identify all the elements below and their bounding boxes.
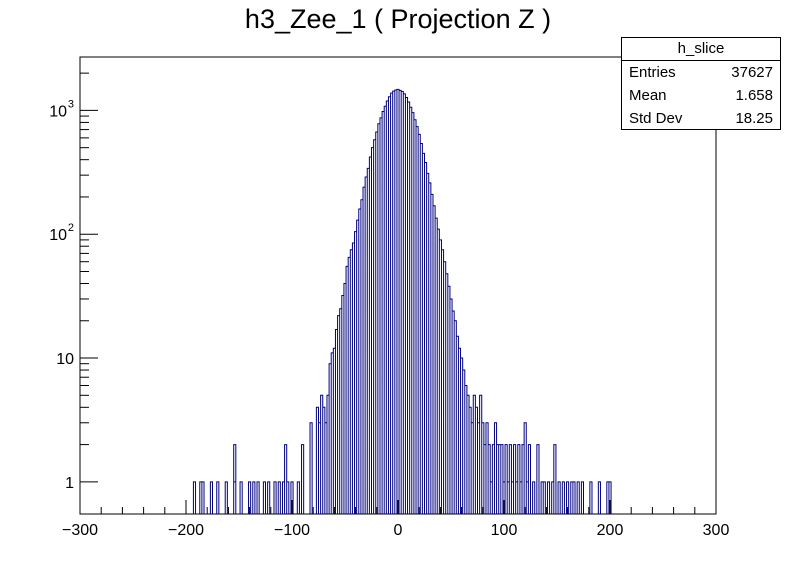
x-tick-label: −200 <box>168 522 204 539</box>
x-tick-label: 300 <box>703 522 730 539</box>
y-tick-exponent: 3 <box>68 98 74 110</box>
x-tick-label: −300 <box>62 522 98 539</box>
stat-label: Std Dev <box>629 110 683 127</box>
stat-box-name: h_slice <box>622 38 780 61</box>
stat-value: 1.658 <box>735 87 773 104</box>
y-tick-label: 10 <box>49 103 67 120</box>
axis-ticks <box>79 72 717 514</box>
y-tick-exponent: 2 <box>68 222 74 234</box>
stat-box: h_slice Entries 37627 Mean 1.658 Std Dev… <box>621 37 781 130</box>
stat-label: Mean <box>629 87 667 104</box>
x-tick-label: 0 <box>394 522 403 539</box>
stat-value: 18.25 <box>735 110 773 127</box>
y-tick-label: 10 <box>56 351 74 368</box>
x-tick-label: 100 <box>491 522 518 539</box>
chart-title: h3_Zee_1 ( Projection Z ) <box>244 4 552 34</box>
stat-row-std-dev: Std Dev 18.25 <box>622 107 780 130</box>
x-tick-label: 200 <box>597 522 624 539</box>
stat-value: 37627 <box>731 64 773 81</box>
y-tick-label: 1 <box>65 475 74 492</box>
y-tick-label: 10 <box>49 227 67 244</box>
stat-label: Entries <box>629 64 676 81</box>
histogram-line <box>192 88 612 514</box>
x-tick-label: −100 <box>274 522 310 539</box>
stat-row-mean: Mean 1.658 <box>622 84 780 107</box>
stat-row-entries: Entries 37627 <box>622 61 780 84</box>
